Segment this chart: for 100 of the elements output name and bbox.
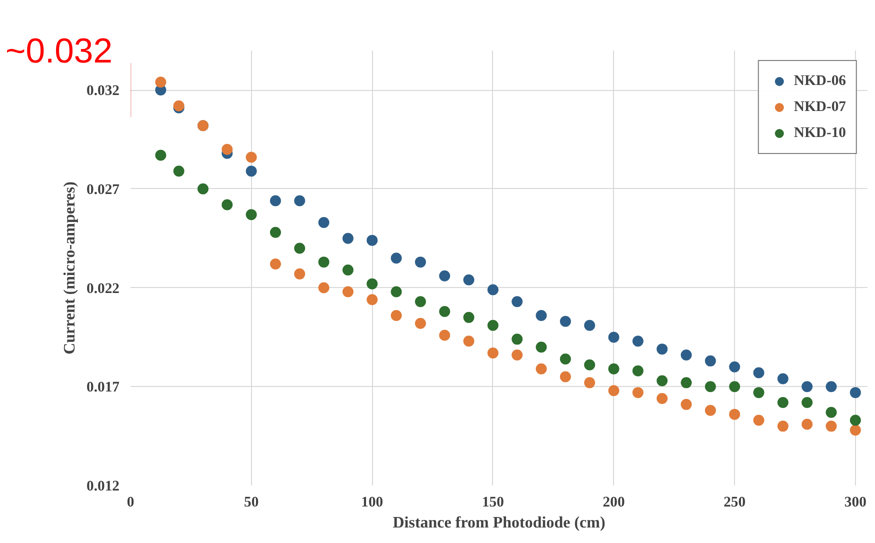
x-tick-label: 150: [482, 494, 504, 510]
point: [729, 361, 740, 372]
point: [753, 367, 764, 378]
point: [222, 199, 233, 210]
point: [294, 268, 306, 280]
point: [584, 320, 596, 331]
point: [270, 195, 281, 206]
point: [390, 310, 402, 321]
point: [390, 252, 402, 264]
point: [802, 381, 813, 392]
point: [246, 209, 257, 220]
point: [850, 424, 861, 436]
point: [342, 286, 354, 298]
point: [463, 312, 474, 323]
point: [318, 282, 330, 294]
point: [729, 408, 740, 420]
point: [753, 414, 764, 426]
point: [777, 420, 788, 432]
point: [487, 320, 498, 331]
x-tick-label: 250: [724, 494, 746, 510]
point: [656, 393, 668, 404]
x-tick-label: 100: [361, 494, 384, 510]
point: [342, 264, 354, 276]
point: [608, 363, 620, 374]
point: [270, 258, 281, 270]
point: [680, 377, 692, 388]
point: [632, 336, 644, 347]
point: [155, 150, 166, 161]
point: [390, 286, 402, 298]
point: [294, 242, 306, 254]
point: [366, 294, 378, 306]
x-tick-label: 200: [602, 494, 625, 510]
point: [704, 404, 716, 416]
point: [439, 306, 450, 317]
y-axis-title: Current (micro-amperes): [62, 182, 79, 354]
point: [512, 334, 523, 345]
point: [463, 336, 474, 347]
point: [802, 418, 813, 430]
point: [850, 387, 861, 398]
point: [294, 195, 306, 206]
point: [826, 420, 837, 432]
point: [584, 377, 596, 388]
point: [155, 76, 166, 88]
point: [560, 316, 571, 327]
legend-label: NKD-07: [794, 98, 846, 116]
point: [560, 353, 571, 364]
x-tick-label: 0: [126, 494, 134, 510]
point: [729, 381, 740, 392]
point: [536, 363, 547, 374]
y-tick-label: 0.027: [86, 182, 120, 198]
point: [850, 414, 861, 426]
point: [656, 375, 668, 386]
point: [608, 385, 620, 396]
point: [802, 396, 813, 408]
text: ~0.032: [6, 32, 112, 70]
point: [632, 365, 644, 376]
point: [366, 278, 378, 290]
point: [439, 270, 450, 282]
point: [704, 355, 716, 366]
point: [414, 296, 426, 308]
point: [197, 183, 208, 194]
point: [342, 232, 354, 244]
point: [704, 381, 716, 392]
point: [512, 296, 523, 308]
legend-label: NKD-10: [794, 124, 846, 142]
point: [777, 373, 788, 384]
point: [173, 166, 184, 177]
point: [536, 342, 547, 353]
point: [536, 310, 547, 321]
point: [414, 318, 426, 329]
point: [463, 274, 474, 286]
point: [270, 226, 281, 238]
point: [487, 284, 498, 296]
point: [366, 234, 378, 246]
point: [246, 152, 257, 163]
point: [826, 406, 837, 418]
point: [246, 166, 257, 177]
point: [318, 256, 330, 268]
x-axis-title: Distance from Photodiode (cm): [392, 514, 606, 532]
point: [487, 348, 498, 359]
y-tick-label: 0.032: [86, 83, 120, 100]
point: [656, 344, 668, 355]
point: [584, 359, 596, 370]
point: [680, 398, 692, 410]
point: [512, 350, 523, 360]
point: [632, 387, 644, 398]
x-tick-label: 50: [244, 494, 259, 510]
point: [414, 256, 426, 268]
point: [608, 332, 620, 343]
y-tick-label: 0.022: [86, 280, 120, 297]
point: [777, 396, 788, 408]
x-tick-label: 300: [844, 494, 866, 510]
y-tick-label: 0.012: [86, 478, 120, 494]
point: [680, 350, 692, 360]
point: [560, 371, 571, 382]
point: [222, 144, 233, 155]
legend-label: NKD-06: [794, 72, 846, 90]
point: [826, 381, 837, 392]
point: [439, 330, 450, 341]
point: [753, 387, 764, 398]
